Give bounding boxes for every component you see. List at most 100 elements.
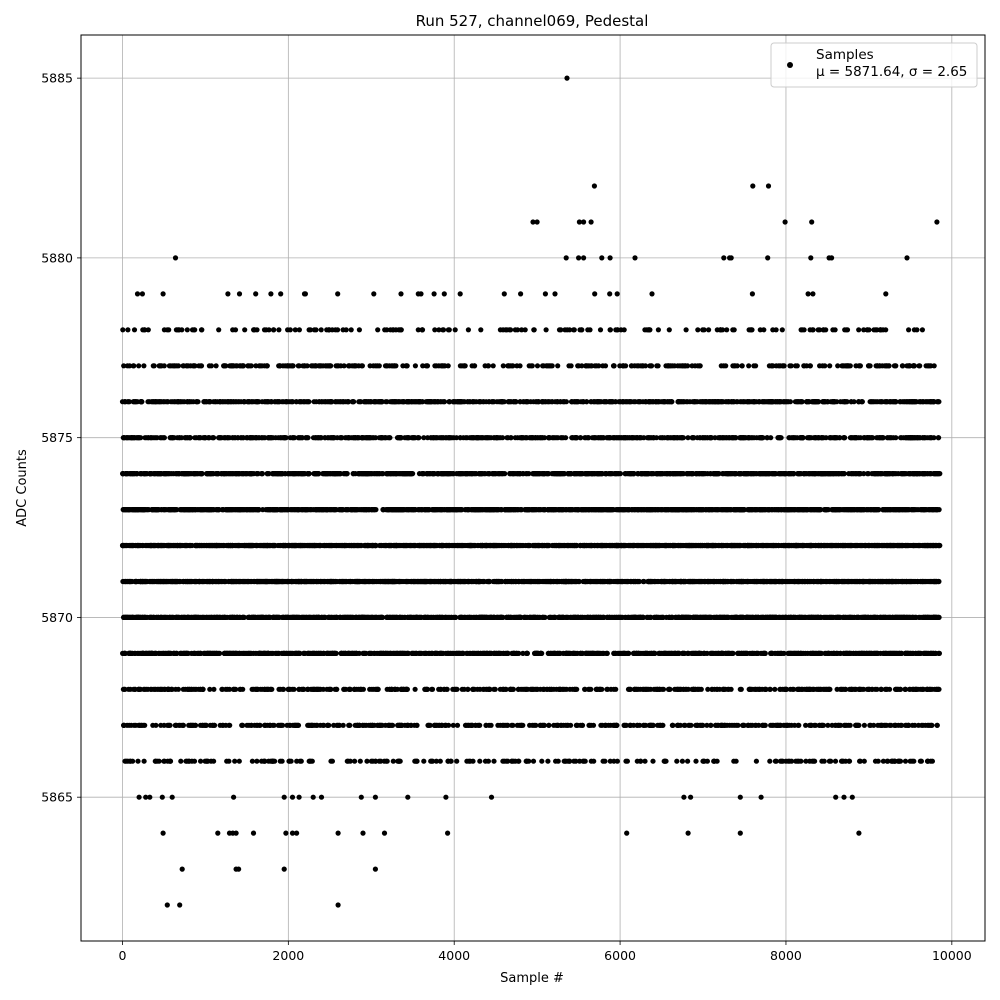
sample-point bbox=[135, 758, 141, 764]
sample-point bbox=[909, 578, 915, 585]
sample-point bbox=[292, 650, 298, 657]
sample-point bbox=[141, 686, 147, 692]
sample-point bbox=[630, 650, 637, 657]
sample-point bbox=[214, 650, 220, 657]
sample-point bbox=[263, 578, 269, 585]
sample-point bbox=[770, 614, 777, 621]
sample-point bbox=[246, 650, 252, 657]
sample-point bbox=[280, 686, 286, 692]
sample-point bbox=[374, 614, 380, 621]
sample-point bbox=[587, 578, 593, 585]
sample-point bbox=[362, 650, 368, 657]
sample-point bbox=[724, 614, 730, 621]
sample-point bbox=[584, 614, 590, 621]
sample-point bbox=[367, 686, 373, 692]
sample-point bbox=[576, 578, 582, 585]
sample-point bbox=[412, 686, 418, 692]
sample-point bbox=[883, 686, 889, 692]
sample-point bbox=[507, 686, 513, 692]
sample-point bbox=[704, 758, 711, 764]
sample-point bbox=[372, 758, 379, 764]
sample-point bbox=[686, 650, 692, 657]
sample-point bbox=[705, 686, 711, 692]
sample-point bbox=[332, 686, 338, 692]
sample-point bbox=[860, 578, 866, 585]
sample-point bbox=[871, 614, 877, 621]
sample-point bbox=[762, 614, 768, 621]
sample-point bbox=[862, 614, 868, 621]
sample-point bbox=[255, 614, 262, 621]
sample-point bbox=[886, 614, 892, 621]
sample-point bbox=[263, 614, 269, 621]
sample-point bbox=[680, 650, 686, 657]
sample-point bbox=[635, 686, 642, 692]
sample-point bbox=[528, 686, 534, 692]
sample-point bbox=[404, 578, 410, 585]
sample-point bbox=[883, 650, 889, 657]
sample-point bbox=[547, 686, 553, 692]
sample-point bbox=[540, 614, 546, 621]
sample-point bbox=[678, 578, 684, 585]
sample-point bbox=[140, 578, 146, 585]
sample-point bbox=[936, 650, 942, 657]
sample-point bbox=[604, 686, 610, 692]
sample-point bbox=[660, 614, 666, 621]
sample-point bbox=[165, 650, 171, 657]
sample-point bbox=[921, 650, 928, 657]
sample-point bbox=[380, 578, 386, 585]
sample-point bbox=[695, 686, 701, 692]
sample-point bbox=[767, 686, 773, 692]
sample-point bbox=[384, 686, 390, 692]
sample-point bbox=[157, 686, 163, 692]
sample-point bbox=[702, 614, 708, 621]
sample-point bbox=[503, 614, 510, 621]
sample-point bbox=[268, 650, 274, 657]
sample-point bbox=[831, 650, 837, 657]
sample-point bbox=[467, 650, 473, 657]
sample-point bbox=[405, 650, 411, 657]
sample-point bbox=[720, 578, 726, 585]
sample-point bbox=[795, 578, 801, 585]
sample-point bbox=[871, 722, 877, 728]
sample-point bbox=[860, 650, 866, 657]
sample-point bbox=[391, 578, 398, 585]
sample-point bbox=[333, 614, 339, 621]
sample-point bbox=[918, 758, 925, 764]
sample-point bbox=[349, 650, 355, 657]
sample-point bbox=[510, 578, 516, 585]
sample-point bbox=[625, 686, 632, 692]
sample-point bbox=[347, 686, 353, 692]
sample-point bbox=[593, 578, 599, 585]
sample-point bbox=[586, 650, 592, 657]
sample-point bbox=[586, 722, 592, 728]
sample-point bbox=[510, 650, 516, 657]
sample-point bbox=[524, 650, 530, 657]
sample-point bbox=[407, 614, 413, 621]
sample-point bbox=[257, 686, 264, 692]
sample-point bbox=[650, 758, 656, 764]
sample-point bbox=[328, 614, 334, 621]
sample-point bbox=[623, 650, 629, 657]
sample-point bbox=[834, 686, 840, 692]
sample-point bbox=[790, 686, 796, 692]
sample-point bbox=[175, 686, 181, 692]
sample-point bbox=[221, 650, 227, 657]
sample-point bbox=[466, 614, 472, 621]
sample-point bbox=[604, 650, 610, 657]
sample-point bbox=[920, 578, 926, 585]
sample-point bbox=[680, 686, 687, 692]
sample-point bbox=[201, 614, 207, 621]
sample-point bbox=[202, 650, 208, 657]
sample-point bbox=[750, 650, 756, 657]
sample-point bbox=[465, 686, 471, 692]
sample-point bbox=[279, 650, 285, 657]
sample-point bbox=[923, 614, 929, 621]
sample-point bbox=[140, 650, 146, 657]
sample-point bbox=[440, 578, 446, 585]
sample-point bbox=[378, 650, 384, 657]
sample-point bbox=[659, 578, 665, 585]
sample-point bbox=[417, 650, 423, 657]
sample-point bbox=[122, 650, 128, 657]
sample-point bbox=[793, 650, 799, 657]
sample-point bbox=[799, 686, 805, 692]
